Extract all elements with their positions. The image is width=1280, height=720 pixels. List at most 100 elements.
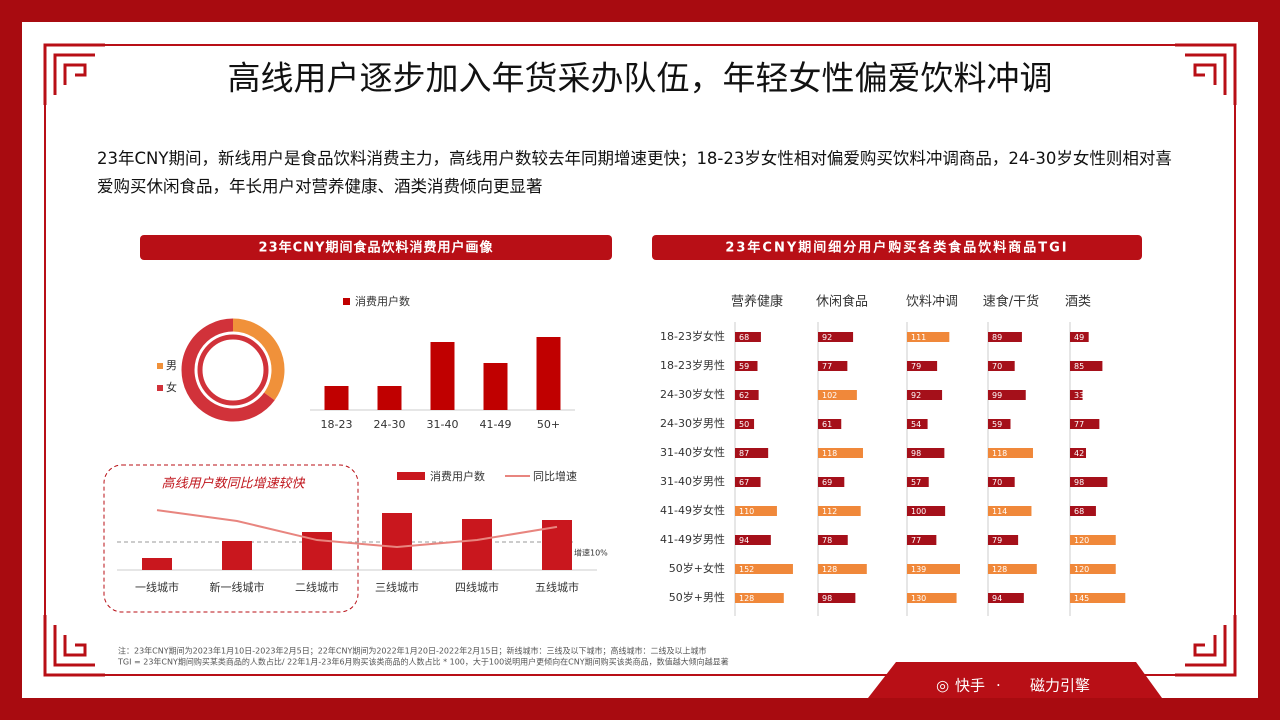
- row-label: 18-23岁女性: [660, 329, 725, 343]
- data-label: 92: [822, 333, 832, 342]
- data-label: 114: [992, 507, 1007, 516]
- bar: [988, 506, 1032, 516]
- data-label: 128: [992, 565, 1007, 574]
- footnote: 注：23年CNY期间为2023年1月10日-2023年2月5日；22年CNY期间…: [118, 646, 706, 656]
- data-label: 94: [739, 536, 749, 545]
- x-tick-label: 四线城市: [455, 580, 499, 594]
- bar: [988, 564, 1037, 574]
- data-label: 49: [1074, 333, 1084, 342]
- bar: [735, 477, 761, 487]
- data-label: 128: [739, 594, 754, 603]
- bar: [382, 513, 412, 570]
- legend-swatch: [343, 298, 350, 305]
- data-label: 102: [822, 391, 837, 400]
- bar: [907, 593, 957, 603]
- panel-title: 23年CNY期间细分用户购买各类食品饮料商品TGI: [725, 240, 1068, 256]
- row-label: 24-30岁男性: [660, 416, 725, 430]
- data-label: 145: [1074, 594, 1089, 603]
- bar: [818, 419, 842, 429]
- x-tick-label: 31-40: [427, 418, 459, 431]
- data-label: 110: [739, 507, 754, 516]
- bar: [988, 361, 1015, 371]
- bar: [735, 593, 784, 603]
- bar: [536, 337, 561, 410]
- data-label: 128: [822, 565, 837, 574]
- bar: [1070, 361, 1103, 371]
- bar: [907, 390, 943, 400]
- bar: [735, 361, 758, 371]
- bar: [988, 535, 1019, 545]
- data-label: 42: [1074, 449, 1084, 458]
- row-label: 50岁+男性: [669, 590, 725, 604]
- bar: [907, 477, 929, 487]
- x-tick-label: 24-30: [374, 418, 406, 431]
- column-header: 饮料冲调: [906, 295, 958, 310]
- data-label: 68: [739, 333, 749, 342]
- legend-swatch: [397, 472, 425, 480]
- bar: [735, 564, 793, 574]
- bar: [1070, 593, 1126, 603]
- bar: [907, 448, 945, 458]
- data-label: 54: [911, 420, 921, 429]
- panel-header: [140, 235, 612, 260]
- bar: [1070, 477, 1108, 487]
- legend-swatch: [157, 385, 163, 391]
- bar: [988, 448, 1033, 458]
- data-label: 50: [739, 420, 749, 429]
- x-tick-label: 三线城市: [375, 580, 419, 594]
- data-label: 92: [911, 391, 921, 400]
- bar: [735, 419, 755, 429]
- bar: [1070, 448, 1087, 458]
- row-label: 50岁+女性: [669, 561, 725, 575]
- annotation: 高线用户数同比增速较快: [161, 477, 305, 492]
- data-label: 62: [739, 391, 749, 400]
- bar: [818, 477, 845, 487]
- frame: [44, 44, 1236, 676]
- bar: [377, 386, 402, 410]
- highlight-box: [103, 464, 359, 613]
- bar: [818, 564, 867, 574]
- bar: [818, 332, 854, 342]
- bar: [988, 419, 1011, 429]
- bar: [907, 564, 960, 574]
- panel-header: [652, 235, 1142, 260]
- legend-swatch: [157, 363, 163, 369]
- bar: [1070, 564, 1116, 574]
- bar: [907, 506, 946, 516]
- data-label: 67: [739, 478, 749, 487]
- x-tick-label: 一线城市: [135, 580, 179, 594]
- legend-label: 男: [166, 359, 177, 372]
- bar: [735, 535, 771, 545]
- panel: [22, 22, 1258, 698]
- data-label: 57: [911, 478, 921, 487]
- bar: [462, 519, 492, 570]
- data-label: 87: [739, 449, 749, 458]
- data-label: 77: [911, 536, 921, 545]
- reference-label: 增速10%: [574, 548, 608, 558]
- brand: 快手: [955, 677, 985, 695]
- bar: [324, 386, 349, 410]
- brand-bar: [868, 662, 1162, 698]
- bar: [142, 558, 172, 570]
- data-label: 130: [911, 594, 926, 603]
- data-label: 69: [822, 478, 832, 487]
- x-tick-label: 新一线城市: [210, 580, 265, 594]
- bar: [818, 593, 856, 603]
- data-label: 100: [911, 507, 926, 516]
- brand-separator: ·: [996, 677, 1001, 695]
- bar: [735, 506, 777, 516]
- column-header: 酒类: [1065, 295, 1091, 310]
- bar: [1070, 506, 1096, 516]
- data-label: 70: [992, 362, 1002, 371]
- data-label: 120: [1074, 565, 1089, 574]
- row-label: 24-30岁女性: [660, 387, 725, 401]
- data-label: 99: [992, 391, 1002, 400]
- bar: [907, 332, 950, 342]
- data-label: 120: [1074, 536, 1089, 545]
- data-label: 118: [992, 449, 1007, 458]
- x-tick-label: 二线城市: [295, 580, 339, 594]
- data-label: 118: [822, 449, 837, 458]
- data-label: 77: [1074, 420, 1084, 429]
- legend-label: 同比增速: [533, 469, 577, 483]
